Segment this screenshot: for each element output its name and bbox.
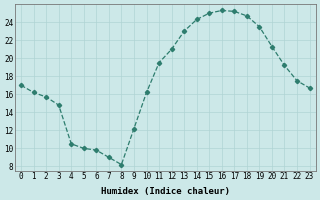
- X-axis label: Humidex (Indice chaleur): Humidex (Indice chaleur): [101, 187, 230, 196]
